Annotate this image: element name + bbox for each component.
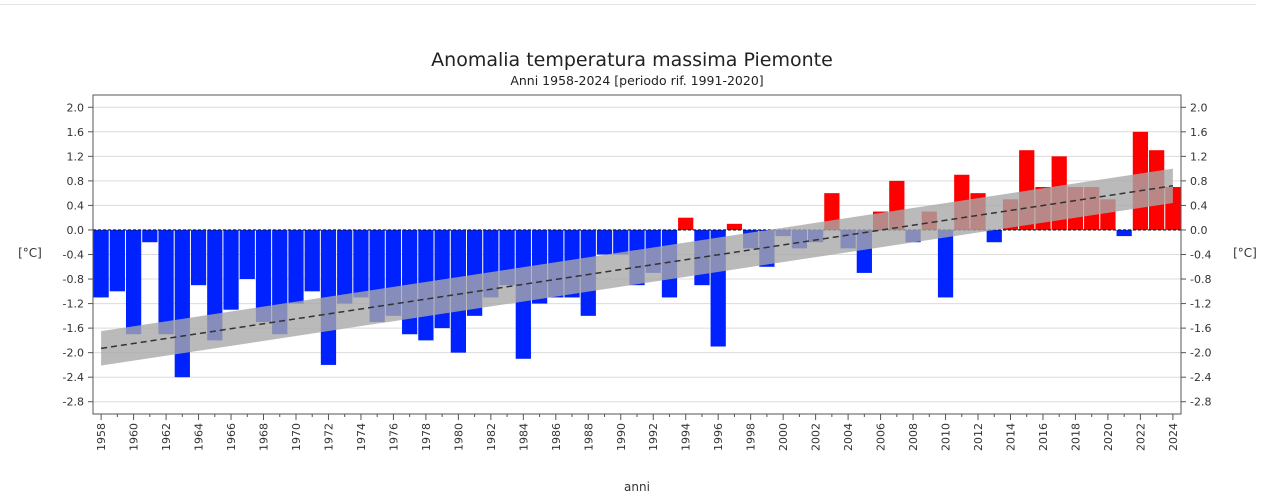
y-tick-label-right: -2.4	[1190, 371, 1211, 384]
x-tick-label-1998: 1998	[745, 423, 758, 451]
x-tick-label-1982: 1982	[485, 423, 498, 451]
x-axis-ticks: 1958 1960 1962 1964 1966 1968 1970 1972 1974 1976…	[95, 414, 1180, 451]
y-tick-label-left: 2.0	[67, 101, 85, 114]
bar-1959	[109, 229, 125, 292]
x-tick-label-1964: 1964	[193, 423, 206, 451]
x-tick-label-1992: 1992	[647, 423, 660, 451]
x-tick-label-1958: 1958	[95, 423, 108, 451]
bar-1973	[337, 229, 353, 304]
bar-2013	[986, 229, 1002, 243]
x-tick-label-2016: 2016	[1037, 423, 1050, 451]
bar-1968	[255, 229, 272, 322]
chart-title: Anomalia temperatura massima Piemonte	[431, 49, 833, 71]
y-tick-label-left: 1.2	[67, 150, 85, 163]
x-tick-label-1976: 1976	[387, 423, 400, 451]
bar-1966	[223, 229, 239, 310]
bar-1974	[353, 229, 369, 298]
x-tick-label-2022: 2022	[1134, 423, 1147, 451]
y-tick-label-right: 1.6	[1190, 126, 1208, 139]
x-tick-label-1972: 1972	[322, 423, 335, 451]
x-tick-label-2006: 2006	[875, 423, 888, 451]
y-tick-label-right: -1.6	[1190, 322, 1211, 335]
x-tick-label-2000: 2000	[777, 423, 790, 451]
x-tick-label-1996: 1996	[712, 423, 725, 451]
x-tick-label-2004: 2004	[842, 423, 855, 451]
y-tick-label-left: -0.4	[63, 249, 84, 262]
y-tick-label-left: -0.8	[63, 273, 84, 286]
bar-1990	[613, 229, 629, 255]
trend-line	[101, 185, 1173, 350]
y-tick-label-right: 1.2	[1190, 150, 1208, 163]
x-tick-label-2018: 2018	[1069, 423, 1082, 451]
bar-1971	[304, 229, 320, 292]
y-tick-label-left: -2.8	[63, 396, 84, 409]
y-tick-label-right: -2.0	[1190, 347, 1211, 360]
bar-1961	[142, 229, 158, 243]
x-tick-label-2024: 2024	[1167, 423, 1180, 451]
x-tick-label-1986: 1986	[550, 423, 563, 451]
x-tick-label-2010: 2010	[940, 423, 953, 451]
bar-1994	[678, 217, 694, 230]
y-tick-label-right: 0.0	[1190, 224, 1208, 237]
x-tick-label-1968: 1968	[258, 423, 271, 451]
y-axis-label-left: [°C]	[18, 246, 42, 260]
x-axis-label: anni	[624, 480, 650, 494]
y-tick-label-left: -1.6	[63, 322, 84, 335]
bar-2010	[937, 229, 954, 298]
x-tick-label-1962: 1962	[160, 423, 173, 451]
x-tick-label-1978: 1978	[420, 423, 433, 451]
y-axis-ticks: 2.0 2.0 1.6 1.6 1.2 1.2 0.8 0.8 0.4 0.4 0.0 0.0 -0.4…	[63, 101, 1212, 408]
y-tick-label-right: 2.0	[1190, 101, 1208, 114]
top-divider	[0, 4, 1256, 5]
y-tick-label-left: 0.8	[67, 175, 85, 188]
y-tick-label-right: 0.4	[1190, 199, 1208, 212]
x-tick-label-2002: 2002	[810, 423, 823, 451]
x-tick-label-1994: 1994	[680, 423, 693, 451]
y-tick-label-right: -0.4	[1190, 249, 1211, 262]
x-tick-label-2014: 2014	[1004, 423, 1017, 451]
bar-1989	[596, 229, 613, 255]
bar-1967	[239, 229, 255, 280]
y-tick-label-left: -2.4	[63, 371, 84, 384]
bar-1963	[174, 229, 190, 378]
y-tick-label-left: 0.0	[67, 224, 85, 237]
bar-1958	[93, 229, 109, 298]
bar-1962	[158, 229, 174, 335]
x-tick-label-2012: 2012	[972, 423, 985, 451]
x-tick-label-2020: 2020	[1102, 423, 1115, 451]
trend-group	[101, 168, 1173, 366]
x-tick-label-2008: 2008	[907, 423, 920, 451]
y-tick-label-right: -1.2	[1190, 298, 1211, 311]
y-tick-label-left: -1.2	[63, 298, 84, 311]
y-tick-label-right: -0.8	[1190, 273, 1211, 286]
bar-1997	[726, 223, 743, 230]
x-tick-label-1960: 1960	[128, 423, 141, 451]
bar-1965	[207, 229, 223, 341]
chart-subtitle: Anni 1958-2024 [periodo rif. 1991-2020]	[510, 73, 763, 88]
y-tick-label-right: -2.8	[1190, 396, 1211, 409]
y-tick-label-right: 0.8	[1190, 175, 1208, 188]
y-tick-label-left: 1.6	[67, 126, 85, 139]
y-tick-label-left: 0.4	[67, 199, 85, 212]
x-tick-label-1974: 1974	[355, 423, 368, 451]
bar-1960	[125, 229, 142, 335]
x-tick-label-1966: 1966	[225, 423, 238, 451]
x-tick-label-1990: 1990	[615, 423, 628, 451]
bar-1964	[190, 229, 207, 286]
y-tick-label-left: -2.0	[63, 347, 84, 360]
x-tick-label-1984: 1984	[517, 423, 530, 451]
y-axis-label-right: [°C]	[1233, 246, 1257, 260]
x-tick-label-1980: 1980	[452, 423, 465, 451]
x-tick-label-1988: 1988	[582, 423, 595, 451]
bar-2021	[1116, 229, 1132, 237]
bar-1970	[288, 229, 304, 304]
x-tick-label-1970: 1970	[290, 423, 303, 451]
